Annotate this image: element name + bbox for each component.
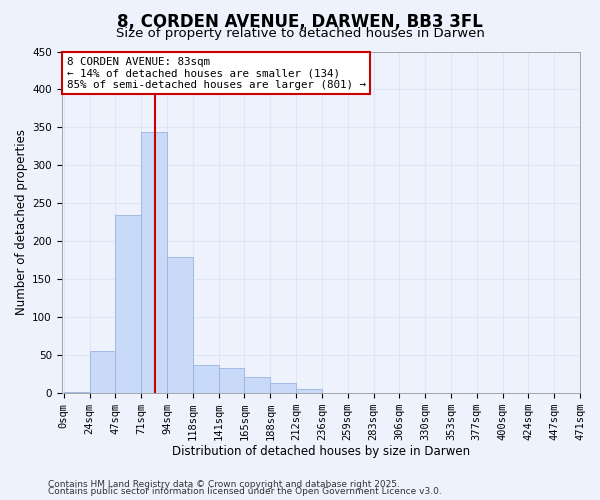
- Y-axis label: Number of detached properties: Number of detached properties: [15, 130, 28, 316]
- Bar: [218, 368, 244, 393]
- Text: Contains HM Land Registry data © Crown copyright and database right 2025.: Contains HM Land Registry data © Crown c…: [48, 480, 400, 489]
- Bar: [141, 132, 167, 393]
- Bar: [167, 257, 193, 393]
- Bar: [64, 392, 89, 393]
- Text: 8, CORDEN AVENUE, DARWEN, BB3 3FL: 8, CORDEN AVENUE, DARWEN, BB3 3FL: [117, 12, 483, 30]
- Bar: [296, 390, 322, 393]
- Bar: [244, 377, 271, 393]
- Text: 8 CORDEN AVENUE: 83sqm
← 14% of detached houses are smaller (134)
85% of semi-de: 8 CORDEN AVENUE: 83sqm ← 14% of detached…: [67, 56, 366, 90]
- Bar: [115, 216, 141, 393]
- Text: Contains public sector information licensed under the Open Government Licence v3: Contains public sector information licen…: [48, 488, 442, 496]
- Bar: [193, 365, 218, 393]
- Bar: [271, 383, 296, 393]
- Bar: [89, 352, 115, 393]
- X-axis label: Distribution of detached houses by size in Darwen: Distribution of detached houses by size …: [172, 444, 470, 458]
- Text: Size of property relative to detached houses in Darwen: Size of property relative to detached ho…: [116, 28, 484, 40]
